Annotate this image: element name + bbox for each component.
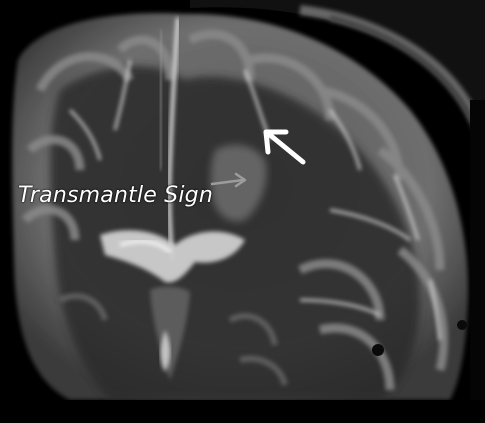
transmantle-sign-caption: Transmantle Sign: [18, 183, 213, 208]
small-arrow: [210, 172, 247, 188]
large-white-arrow: [263, 129, 306, 165]
